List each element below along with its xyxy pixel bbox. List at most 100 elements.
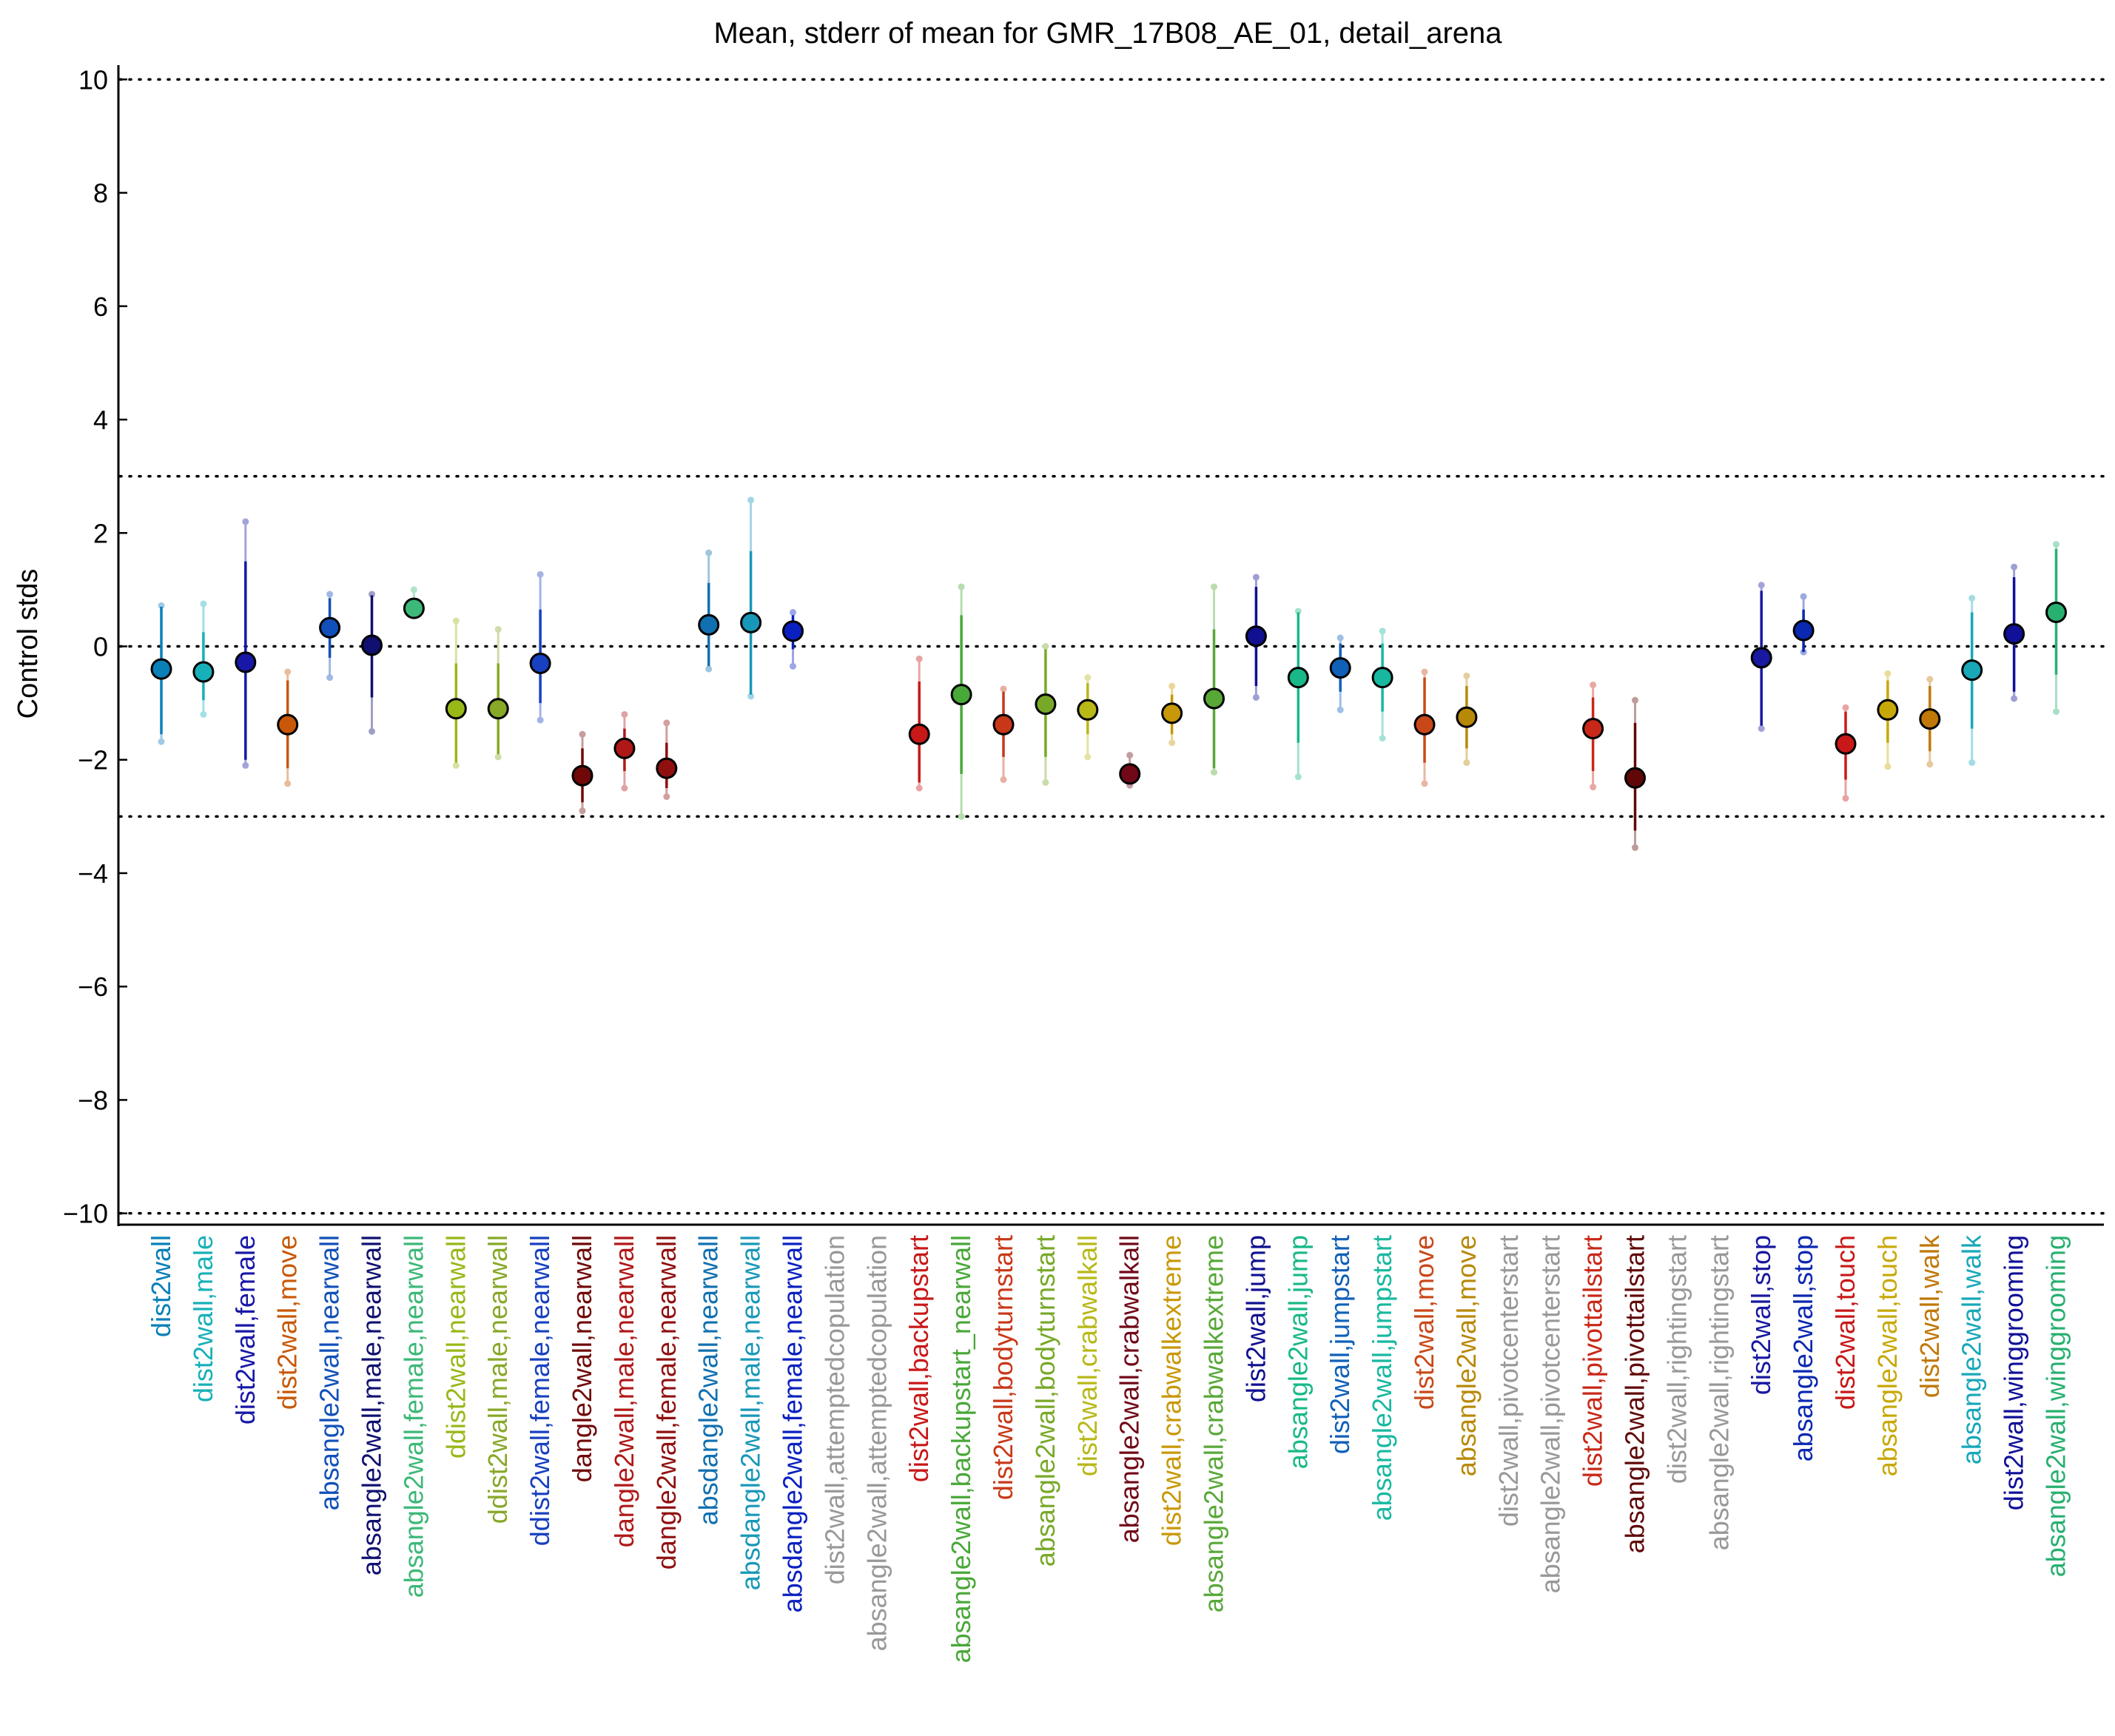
range-end-dot	[326, 591, 334, 598]
mean-marker	[277, 713, 299, 736]
mean-marker	[403, 597, 425, 619]
category-label: dist2wall,jumpstart	[1325, 1235, 1355, 1454]
category-label: dist2wall,walk	[1914, 1234, 1945, 1398]
range-end-dot	[747, 693, 755, 700]
mean-marker	[656, 757, 678, 779]
mean-marker	[1961, 659, 1983, 682]
range-end-dot	[1884, 763, 1892, 770]
y-tick-label: −2	[78, 745, 108, 776]
category-label: absangle2wall,jump	[1282, 1235, 1313, 1469]
range-end-dot	[2053, 708, 2059, 716]
range-end-dot	[1252, 573, 1260, 581]
range-end-dot	[1842, 795, 1849, 802]
range-end-dot	[1336, 706, 1344, 713]
range-end-dot	[1169, 682, 1176, 690]
mean-marker	[613, 737, 636, 759]
category-label: ddist2wall,female,nearwall	[525, 1235, 555, 1546]
category-label: absangle2wall,nearwall	[315, 1235, 345, 1510]
category-label: dist2wall,male	[188, 1235, 218, 1402]
category-label: absdangle2wall,male,nearwall	[736, 1235, 766, 1590]
category-label: dist2wall,rightingstart	[1661, 1235, 1692, 1484]
range-end-dot	[1294, 608, 1302, 615]
range-end-dot	[284, 780, 292, 787]
mean-marker	[992, 713, 1015, 736]
range-end-dot	[200, 710, 207, 718]
range-end-dot	[790, 609, 796, 616]
range-end-dot	[200, 600, 207, 608]
range-end-dot	[1336, 634, 1344, 642]
category-label: dist2wall,female	[230, 1235, 260, 1424]
category-label: absangle2wall,female,nearwall	[398, 1235, 428, 1598]
mean-marker	[1287, 667, 1309, 689]
mean-marker	[1077, 699, 1099, 721]
range-end-dot	[1926, 676, 1934, 683]
range-end-dot	[1590, 682, 1597, 689]
y-tick-label: −4	[78, 858, 108, 889]
y-tick-label: 2	[93, 518, 108, 548]
range-end-dot	[1463, 759, 1470, 767]
category-labels: dist2wall dist2wall,male dist2wall,female d…	[146, 1234, 2071, 1663]
range-end-dot	[1211, 583, 1217, 591]
category-label: dist2wall,touch	[1830, 1235, 1860, 1410]
range-end-dot	[410, 586, 417, 593]
category-label: dist2wall	[146, 1235, 176, 1337]
range-end-dot	[1379, 735, 1386, 742]
range-end-dot	[494, 753, 502, 761]
range-end-dot	[326, 674, 334, 682]
mean-marker	[950, 684, 972, 706]
category-label: ddist2wall,male,nearwall	[482, 1235, 513, 1524]
range-end-dot	[958, 813, 965, 820]
range-end-dot	[1126, 752, 1134, 759]
range-end-dot	[915, 784, 923, 792]
mean-marker	[1624, 767, 1646, 789]
range-end-dot	[1590, 784, 1597, 791]
category-label: absangle2wall,attemptedcopulation	[861, 1235, 892, 1651]
category-label: absangle2wall,walk	[1957, 1234, 1987, 1464]
category-label: absangle2wall,backupstart_nearwall	[946, 1235, 976, 1663]
mean-marker	[445, 698, 467, 720]
range-end-dot	[369, 727, 375, 735]
range-end-dot	[452, 761, 460, 769]
category-label: absangle2wall,crabwalkextreme	[1199, 1235, 1229, 1612]
mean-marker	[361, 634, 383, 656]
range-end-dot	[2011, 563, 2018, 571]
range-end-dot	[158, 602, 165, 609]
range-end-dot	[579, 807, 586, 815]
category-label: ddist2wall,nearwall	[440, 1235, 471, 1459]
category-label: dangle2wall,nearwall	[567, 1235, 597, 1482]
y-tick-label: −10	[63, 1199, 108, 1229]
mean-marker	[2045, 602, 2067, 624]
range-end-dot	[1042, 643, 1049, 650]
reference-lines	[118, 78, 2105, 1215]
range-end-dot	[1632, 696, 1638, 704]
range-end-dot	[242, 518, 249, 525]
mean-marker	[782, 620, 804, 642]
mean-marker	[487, 698, 509, 720]
category-label: absdangle2wall,female,nearwall	[778, 1235, 808, 1612]
category-label: dist2wall,move	[1409, 1235, 1439, 1410]
range-end-dot	[369, 591, 375, 598]
category-label: dist2wall,bodyturnstart	[988, 1235, 1018, 1500]
y-axis-ticks: 10 8 6 4 2 0 −2 −4 −6 −8 −10	[63, 64, 127, 1229]
category-label: dist2wall,crabwalkall	[1072, 1235, 1103, 1476]
range-end-dot	[1632, 844, 1638, 851]
range-end-dot	[621, 710, 628, 718]
mean-marker	[740, 611, 762, 633]
category-label: absangle2wall,bodyturnstart	[1030, 1235, 1060, 1567]
range-end-dot	[1968, 759, 1976, 767]
category-label: absangle2wall,jumpstart	[1367, 1235, 1397, 1521]
range-end-dot	[1758, 725, 1765, 733]
range-end-dot	[705, 665, 713, 673]
range-end-dot	[284, 668, 292, 676]
chart-title: Mean, stderr of mean for GMR_17B08_AE_01…	[713, 17, 1502, 50]
category-label: absangle2wall,pivottailstart	[1620, 1235, 1650, 1553]
range-end-dot	[579, 730, 586, 738]
mean-marker	[529, 652, 551, 674]
range-end-dot	[1252, 693, 1260, 701]
y-tick-label: 10	[78, 64, 108, 95]
mean-marker	[1877, 699, 1899, 721]
range-end-dot	[1800, 593, 1807, 600]
range-end-dot	[1000, 776, 1007, 784]
